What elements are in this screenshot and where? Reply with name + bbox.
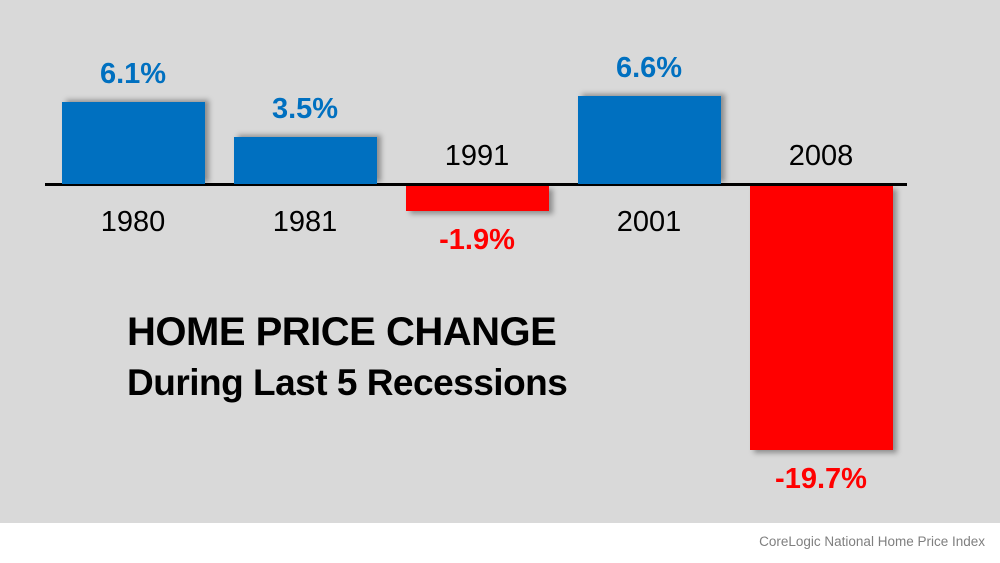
value-label-1980: 6.1% — [99, 58, 167, 90]
bar-2008 — [750, 186, 893, 450]
value-label-2001: 6.6% — [615, 52, 683, 84]
year-label-1980: 1980 — [100, 206, 166, 238]
bar-1980 — [62, 102, 205, 184]
year-label-2001: 2001 — [616, 206, 682, 238]
chart-title: HOME PRICE CHANGE During Last 5 Recessio… — [127, 306, 568, 408]
value-label-1991: -1.9% — [439, 224, 515, 256]
bar-1991 — [406, 186, 549, 211]
bar-1981 — [234, 137, 377, 184]
chart-title-line1: HOME PRICE CHANGE — [127, 310, 557, 354]
bar-chart: 6.1% 1980 3.5% 1981 -1.9% 1991 6.6% 2001 -19.7% 2… — [0, 0, 1000, 523]
year-label-1991: 1991 — [444, 140, 510, 172]
footer-band: CoreLogic National Home Price Index — [0, 523, 1000, 563]
x-axis-line — [45, 183, 907, 186]
bar-2001 — [578, 96, 721, 184]
year-label-1981: 1981 — [272, 206, 338, 238]
value-label-2008: -19.7% — [775, 463, 867, 495]
chart-title-line2: During Last 5 Recessions — [127, 362, 568, 403]
value-label-1981: 3.5% — [271, 93, 339, 125]
source-attribution: CoreLogic National Home Price Index — [759, 534, 985, 549]
year-label-2008: 2008 — [788, 140, 854, 172]
